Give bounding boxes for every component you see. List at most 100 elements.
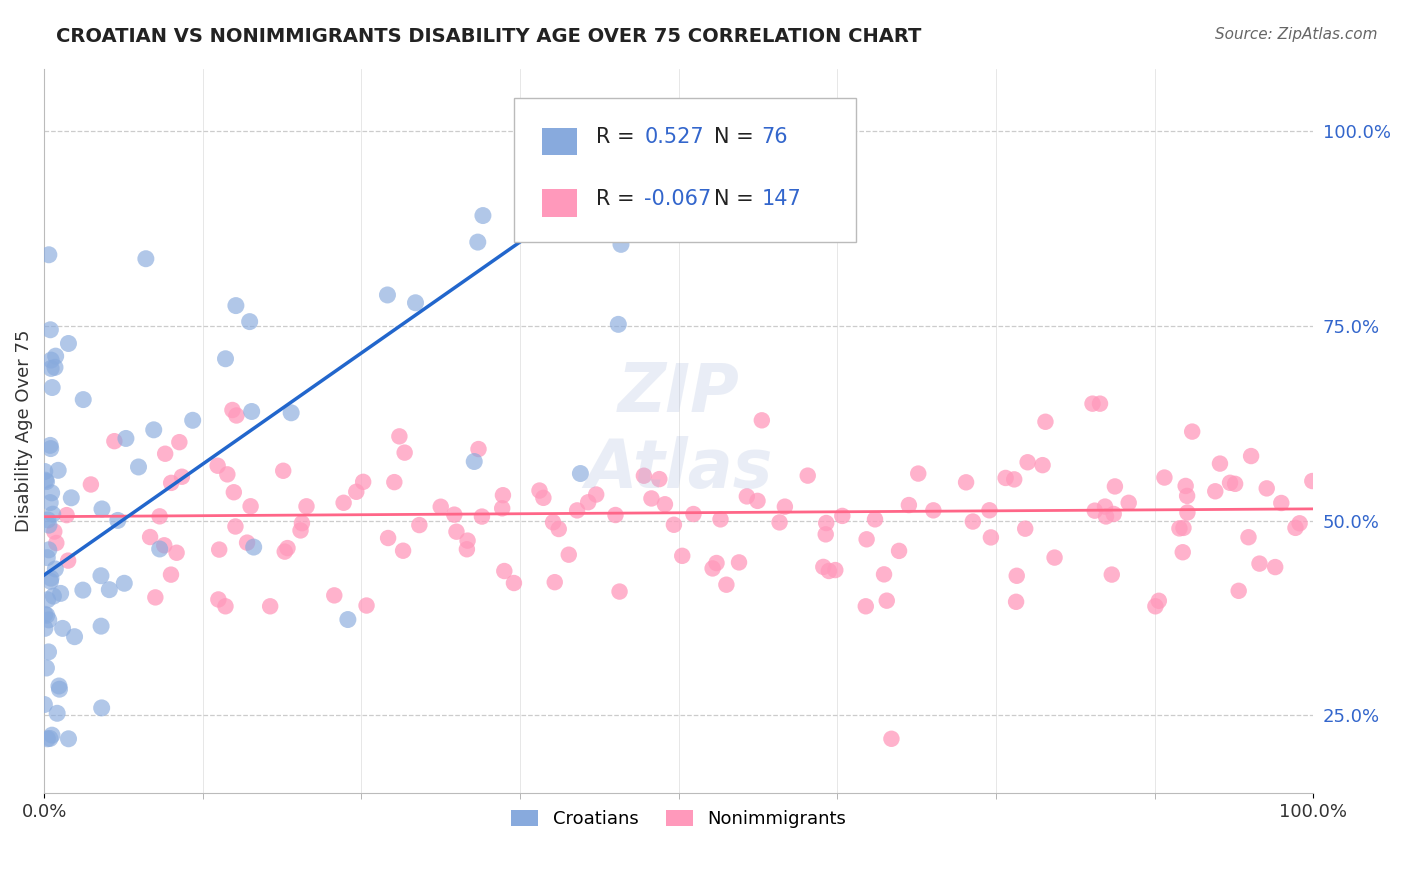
Point bbox=[855, 533, 877, 547]
Point bbox=[1256, 482, 1278, 496]
Point bbox=[149, 509, 172, 524]
Point bbox=[1088, 397, 1111, 411]
Text: N =: N = bbox=[714, 128, 761, 147]
FancyBboxPatch shape bbox=[541, 189, 576, 217]
Point bbox=[547, 522, 569, 536]
Point bbox=[143, 591, 166, 605]
Point bbox=[1032, 458, 1054, 472]
Point bbox=[456, 542, 478, 557]
Point bbox=[647, 189, 669, 203]
Point bbox=[181, 413, 204, 427]
Point bbox=[34, 473, 56, 487]
Point bbox=[654, 497, 676, 511]
Point bbox=[242, 540, 264, 554]
Point bbox=[276, 541, 298, 555]
Point bbox=[221, 403, 243, 417]
Point bbox=[1094, 500, 1116, 514]
Point bbox=[569, 467, 592, 481]
Legend: Croatians, Nonimmigrants: Croatians, Nonimmigrants bbox=[505, 802, 853, 835]
Point bbox=[1035, 415, 1057, 429]
Point bbox=[922, 503, 945, 517]
Point bbox=[34, 698, 56, 712]
Point bbox=[103, 434, 125, 449]
Point bbox=[796, 468, 818, 483]
Point bbox=[34, 465, 56, 479]
Point bbox=[208, 542, 231, 557]
Point bbox=[38, 645, 60, 659]
Point bbox=[457, 533, 479, 548]
Point bbox=[1102, 507, 1125, 521]
Point bbox=[531, 491, 554, 505]
Point bbox=[1101, 567, 1123, 582]
Point bbox=[259, 599, 281, 614]
Point bbox=[1227, 583, 1250, 598]
Point bbox=[824, 563, 846, 577]
Point bbox=[45, 536, 67, 550]
Point bbox=[139, 530, 162, 544]
Point bbox=[1174, 479, 1197, 493]
Point bbox=[1301, 474, 1323, 488]
Point bbox=[44, 524, 66, 539]
Point bbox=[214, 599, 236, 614]
Point bbox=[463, 454, 485, 468]
Point bbox=[48, 679, 70, 693]
Point bbox=[352, 475, 374, 489]
Point bbox=[654, 219, 676, 234]
Point bbox=[1288, 516, 1310, 531]
Point bbox=[240, 404, 263, 418]
Point bbox=[1181, 425, 1204, 439]
Point bbox=[962, 515, 984, 529]
Point bbox=[671, 549, 693, 563]
Point bbox=[39, 442, 62, 456]
Point bbox=[607, 318, 630, 332]
Point bbox=[467, 442, 489, 456]
Point bbox=[207, 592, 229, 607]
Point bbox=[112, 576, 135, 591]
Point bbox=[709, 512, 731, 526]
Point bbox=[1175, 489, 1198, 503]
Point bbox=[1002, 472, 1025, 486]
Point bbox=[72, 392, 94, 407]
Point bbox=[873, 567, 896, 582]
Point bbox=[880, 731, 903, 746]
Point bbox=[702, 561, 724, 575]
Text: CROATIAN VS NONIMMIGRANTS DISABILITY AGE OVER 75 CORRELATION CHART: CROATIAN VS NONIMMIGRANTS DISABILITY AGE… bbox=[56, 27, 921, 45]
Point bbox=[37, 592, 59, 607]
Point bbox=[90, 619, 112, 633]
Point bbox=[887, 544, 910, 558]
Point bbox=[34, 621, 56, 635]
Point bbox=[1017, 455, 1039, 469]
Point bbox=[1043, 550, 1066, 565]
Y-axis label: Disability Age Over 75: Disability Age Over 75 bbox=[15, 330, 32, 533]
Point bbox=[994, 471, 1017, 485]
Point bbox=[1177, 506, 1199, 520]
Point bbox=[1173, 521, 1195, 535]
Point bbox=[377, 531, 399, 545]
Point bbox=[446, 524, 468, 539]
Point bbox=[494, 564, 516, 578]
Point bbox=[1237, 530, 1260, 544]
Point bbox=[1153, 470, 1175, 484]
Point bbox=[382, 475, 405, 490]
Text: N =: N = bbox=[714, 189, 761, 209]
Point bbox=[1005, 595, 1028, 609]
Point bbox=[1168, 521, 1191, 535]
Point bbox=[1171, 545, 1194, 559]
Point bbox=[44, 360, 66, 375]
FancyBboxPatch shape bbox=[541, 128, 576, 155]
Point bbox=[236, 535, 259, 549]
Text: ZIP
Atlas: ZIP Atlas bbox=[585, 359, 772, 502]
Point bbox=[405, 295, 427, 310]
Point bbox=[35, 475, 58, 489]
Point bbox=[239, 500, 262, 514]
Point bbox=[471, 209, 494, 223]
Point bbox=[633, 468, 655, 483]
Point bbox=[814, 527, 837, 541]
Point bbox=[1084, 503, 1107, 517]
Point bbox=[544, 575, 567, 590]
Point bbox=[35, 661, 58, 675]
Point bbox=[728, 556, 751, 570]
Point bbox=[37, 550, 59, 565]
Point bbox=[35, 608, 58, 623]
Point bbox=[107, 513, 129, 527]
